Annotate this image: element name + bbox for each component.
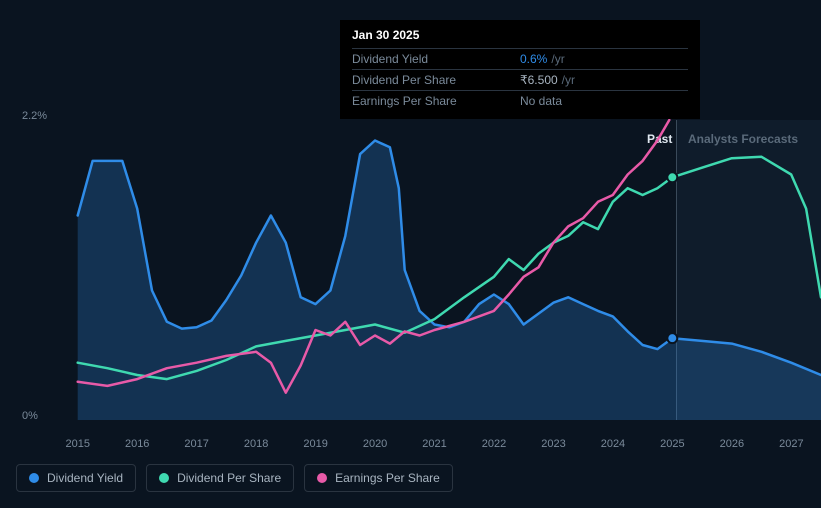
chart-tooltip: Jan 30 2025Dividend Yield0.6%/yrDividend… [340,20,700,119]
y-axis-max: 2.2% [22,110,47,122]
tooltip-row: Dividend Yield0.6%/yr [352,48,688,69]
x-tick: 2016 [107,438,166,450]
series-fill [78,141,821,421]
chart-legend: Dividend Yield Dividend Per Share Earnings… [16,464,453,492]
tooltip-row: Dividend Per Share₹6.500/yr [352,69,688,90]
x-tick: 2019 [286,438,345,450]
x-axis: 2015201620172018201920202021202220232024… [48,438,821,450]
x-tick: 2025 [643,438,702,450]
legend-dot [159,473,169,483]
legend-label: Dividend Per Share [177,471,281,485]
legend-label: Dividend Yield [47,471,123,485]
x-tick: 2027 [762,438,821,450]
legend-dot [317,473,327,483]
tooltip-metric-label: Dividend Yield [352,52,520,66]
series-marker [667,172,677,182]
legend-item[interactable]: Earnings Per Share [304,464,453,492]
tooltip-date: Jan 30 2025 [352,28,688,48]
legend-label: Earnings Per Share [335,471,440,485]
tooltip-metric-value: 0.6%/yr [520,52,688,66]
tooltip-row: Earnings Per ShareNo data [352,90,688,111]
tooltip-metric-label: Dividend Per Share [352,73,520,87]
x-tick: 2020 [345,438,404,450]
x-tick: 2026 [702,438,761,450]
tooltip-metric-label: Earnings Per Share [352,94,520,108]
x-tick: 2024 [583,438,642,450]
x-tick: 2015 [48,438,107,450]
chart-plot [48,120,821,420]
x-tick: 2017 [167,438,226,450]
x-tick: 2022 [464,438,523,450]
legend-item[interactable]: Dividend Yield [16,464,136,492]
x-tick: 2023 [524,438,583,450]
x-tick: 2021 [405,438,464,450]
legend-item[interactable]: Dividend Per Share [146,464,294,492]
series-marker [667,333,677,343]
tooltip-metric-value: ₹6.500/yr [520,73,688,87]
legend-dot [29,473,39,483]
tooltip-metric-value: No data [520,94,688,108]
y-axis-min: 0% [22,410,38,422]
x-tick: 2018 [226,438,285,450]
